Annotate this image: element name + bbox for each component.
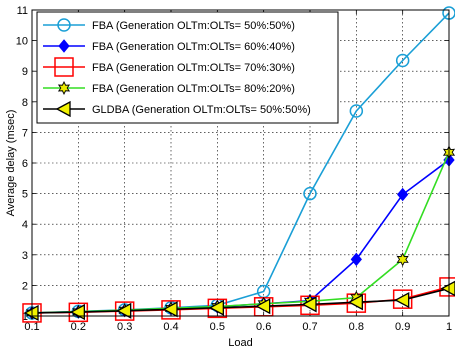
x-tick-label: 0.1 [24,321,39,333]
x-tick-label: 0.8 [349,321,364,333]
y-tick-label: 1 [22,311,28,323]
series-line [31,287,450,314]
data-point [347,294,363,311]
y-tick-label: 10 [16,36,28,48]
data-point [349,104,364,118]
y-tick-label: 11 [17,5,28,17]
y-tick-label: 6 [22,158,28,170]
y-tick-label: 4 [22,219,28,231]
data-point [396,252,409,267]
x-tick-label: 0.3 [117,321,132,333]
data-point [208,299,224,316]
legend-marker [55,100,71,118]
legend: FBA (Generation OLTm:OLTs= 50%:50%) FBA (… [36,11,339,124]
legend-box [36,11,339,124]
data-point [162,301,178,318]
legend-marker [58,39,70,53]
legend-entry: GLDBA (Generation OLTm:OLTs= 50%:50%) [43,100,311,118]
y-axis-label: Average delay (msec) [5,110,17,217]
data-point [392,289,413,309]
x-tick-label: 0.5 [210,321,225,333]
data-point [301,296,317,313]
legend-marker [57,18,71,32]
legend-marker [54,57,74,77]
data-point [395,53,410,68]
x-axis-label: Load [228,337,252,349]
y-tick-label: 8 [22,97,28,109]
legend-entry: FBA (Generation OLTm:OLTs= 60%:40%) [43,39,295,53]
x-tick-label: 0.7 [302,321,317,333]
legend-label: FBA (Generation OLTm:OLTs= 50%:50%) [92,20,295,32]
legend-label: FBA (Generation OLTm:OLTs= 70%:30%) [92,62,295,74]
y-tick-label: 3 [22,250,28,262]
data-point [255,298,271,315]
data-point [397,187,409,202]
x-tick-label: 0.2 [71,321,86,333]
x-tick-label: 1 [446,321,452,333]
data-point [394,291,410,309]
y-tick-label: 2 [22,280,28,292]
legend-entry: FBA (Generation OLTm:OLTs= 50%:50%) [43,18,295,32]
y-tick-label: 5 [22,189,28,201]
axes-frame [31,9,450,317]
x-tick-label: 0.9 [395,321,410,333]
y-tick-label: 7 [22,127,28,139]
data-point [116,302,132,319]
legend-entry: FBA (Generation OLTm:OLTs= 70%:30%) [43,57,295,77]
legend-label: GLDBA (Generation OLTm:OLTs= 50%:50%) [92,104,311,116]
x-tick-label: 0.6 [256,321,271,333]
data-point [303,186,317,201]
data-point [350,252,362,267]
legend-entry: FBA (Generation OLTm:OLTs= 80%:20%) [43,80,295,96]
y-tick-label: 9 [22,66,28,78]
legend-label: FBA (Generation OLTm:OLTs= 60%:40%) [92,41,295,53]
legend-marker [57,80,71,96]
legend-label: FBA (Generation OLTm:OLTs= 80%:20%) [92,83,295,95]
x-tick-label: 0.4 [163,321,178,333]
